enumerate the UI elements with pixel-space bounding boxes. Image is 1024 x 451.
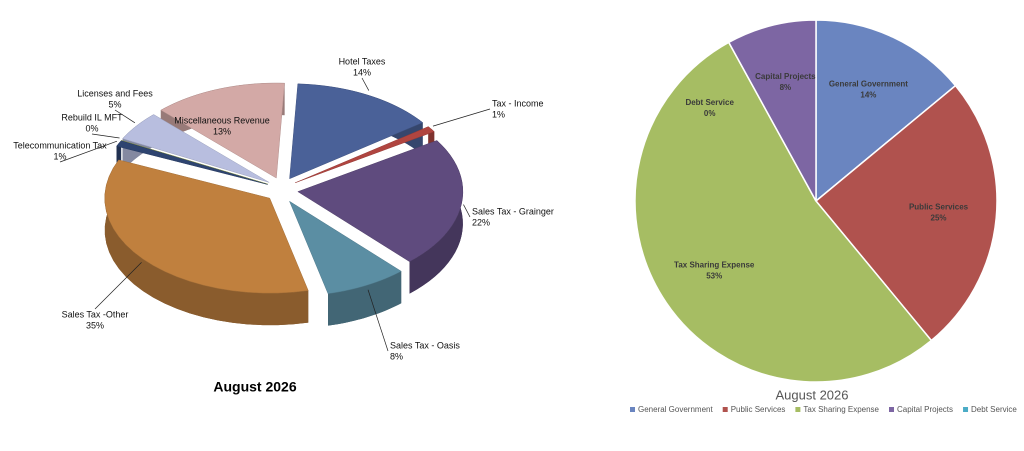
slice xyxy=(297,140,464,262)
leader-line xyxy=(432,108,491,127)
slice xyxy=(160,82,285,179)
slice-value-label: 25% xyxy=(931,214,947,223)
legend-swatch xyxy=(722,407,728,412)
slice-label: Tax Sharing Expense xyxy=(674,260,755,269)
slice xyxy=(104,159,309,294)
legend-label: Capital Projects xyxy=(897,405,953,414)
slice xyxy=(289,83,424,180)
slice-side xyxy=(328,271,402,326)
slice-value-label: 35% xyxy=(86,320,104,330)
slice-value-label: 22% xyxy=(472,217,490,227)
leader-line xyxy=(94,262,142,310)
slice xyxy=(116,140,268,185)
slice xyxy=(295,126,435,184)
slice xyxy=(288,200,402,294)
slice-label: Sales Tax - Oasis xyxy=(390,340,460,350)
leader-line xyxy=(367,289,389,352)
slice-value-label: 0% xyxy=(704,109,716,118)
slice-value-label: 5% xyxy=(108,99,121,109)
slice-label: Sales Tax -Other xyxy=(62,309,129,319)
slice-label: General Government xyxy=(829,80,908,89)
slice-value-label: 13% xyxy=(213,126,231,136)
slice-value-label: 1% xyxy=(53,151,66,161)
legend-label: Debt Service xyxy=(971,405,1017,414)
slice-value-label: 8% xyxy=(390,351,403,361)
leader-line xyxy=(463,204,471,218)
slice xyxy=(814,84,998,342)
slice xyxy=(634,41,933,383)
slice xyxy=(122,114,270,183)
slice xyxy=(815,19,957,203)
slice-label: Sales Tax - Grainger xyxy=(472,206,554,216)
legend-label: General Government xyxy=(638,405,713,414)
slice-label: Rebuild IL MFT xyxy=(61,112,123,122)
legend-swatch xyxy=(889,407,894,412)
legend-swatch xyxy=(963,407,969,412)
slice-value-label: 53% xyxy=(706,271,722,280)
slice-value-label: 14% xyxy=(860,91,876,100)
leader-line xyxy=(59,140,118,163)
slice-label: Hotel Taxes xyxy=(339,56,386,66)
right-title: August 2026 xyxy=(775,387,848,402)
slice-label: Miscellaneous Revenue xyxy=(174,115,270,125)
legend-swatch xyxy=(630,407,635,412)
slice-value-label: 1% xyxy=(492,109,505,119)
slice-value-label: 14% xyxy=(353,67,371,77)
leader-line xyxy=(361,77,370,91)
slice xyxy=(727,19,817,202)
slice-label: Telecommunication Tax xyxy=(13,140,107,150)
slice-label: Debt Service xyxy=(685,98,734,107)
slice-value-label: 0% xyxy=(85,123,98,133)
slice-label: Capital Projects xyxy=(755,72,816,81)
legend-label: Tax Sharing Expense xyxy=(803,405,879,414)
leader-line xyxy=(114,109,136,124)
legend-swatch xyxy=(795,407,801,412)
slice-value-label: 8% xyxy=(780,83,792,92)
slice-label: Public Services xyxy=(909,203,969,212)
leader-line xyxy=(91,133,120,139)
legend-label: Public Services xyxy=(731,405,786,414)
slice-side xyxy=(104,159,309,326)
slice-label: Licenses and Fees xyxy=(77,88,153,98)
left-title: August 2026 xyxy=(213,379,296,395)
slice-label: Tax - Income xyxy=(492,98,544,108)
